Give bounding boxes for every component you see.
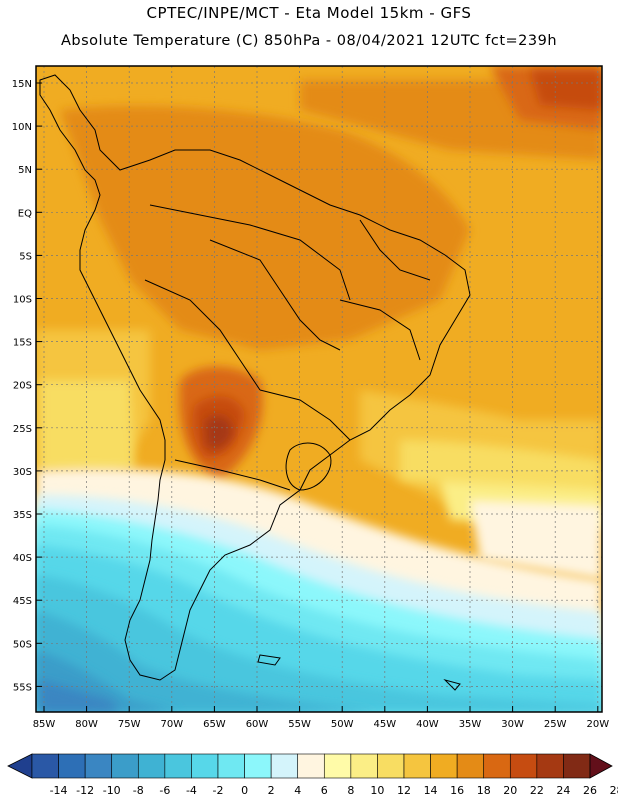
temperature-field <box>36 66 602 712</box>
colorbar-swatch <box>84 753 113 779</box>
colorbar-swatch <box>164 753 192 779</box>
colorbar-label: 0 <box>241 784 248 797</box>
colorbar-label: -4 <box>186 784 197 797</box>
colorbar <box>7 753 613 779</box>
lat-label: 20S <box>13 381 32 392</box>
colorbar-label: 18 <box>477 784 491 797</box>
colorbar-label: 22 <box>530 784 544 797</box>
lat-label: 10N <box>12 122 32 133</box>
colorbar-swatch <box>483 753 511 779</box>
colorbar-label: 16 <box>450 784 464 797</box>
colorbar-label: 14 <box>424 784 438 797</box>
colorbar-label: 2 <box>268 784 275 797</box>
colorbar-right-arrow <box>589 753 613 779</box>
colorbar-label: -14 <box>50 784 68 797</box>
colorbar-label: -10 <box>103 784 121 797</box>
lon-label: 85W <box>33 719 56 730</box>
lat-label: 45S <box>13 596 32 607</box>
colorbar-swatch <box>430 753 458 779</box>
colorbar-label: 8 <box>347 784 354 797</box>
lat-label: 15S <box>13 338 32 349</box>
colorbar-label: 12 <box>397 784 411 797</box>
colorbar-swatch <box>456 753 485 779</box>
longitude-labels: 85W 80W 75W 70W 65W 60W 55W 50W 45W 40W 35W 30W 25W 2… <box>33 706 609 730</box>
colorbar-swatch <box>270 753 299 779</box>
colorbar-labels: -14 -12 -10 -8 -6 -4 -2 0 2 4 6 8 10 12 14 16 18 20 22 24 26… <box>50 784 618 797</box>
lon-label: 50W <box>331 719 354 730</box>
colorbar-label: -2 <box>213 784 224 797</box>
colorbar-label: -12 <box>76 784 94 797</box>
lon-label: 55W <box>288 719 311 730</box>
lon-label: 40W <box>416 719 439 730</box>
colorbar-swatch <box>377 753 405 779</box>
lat-label: 30S <box>13 467 32 478</box>
lat-label: 15N <box>12 79 32 90</box>
colorbar-swatch <box>244 753 272 779</box>
colorbar-swatch <box>536 753 564 779</box>
lat-label: 55S <box>13 682 32 693</box>
lat-label: EQ <box>18 208 32 219</box>
header-title-line1: CPTEC/INPE/MCT - Eta Model 15km - GFS <box>146 4 472 22</box>
colorbar-swatch <box>323 753 352 779</box>
colorbar-swatch <box>297 753 325 779</box>
colorbar-label: 24 <box>556 784 570 797</box>
lat-label: 40S <box>13 553 32 564</box>
lon-label: 30W <box>501 719 524 730</box>
latitude-labels: 15N 10N 5N EQ 5S 10S 15S 20S 25S 30S 35S 40S 45S 50S 5… <box>12 79 42 693</box>
header-title-line2: Absolute Temperature (C) 850hPa - 08/04/… <box>60 33 558 49</box>
coastline <box>39 74 471 691</box>
colorbar-swatch <box>403 753 431 779</box>
colorbar-swatch <box>111 753 139 779</box>
colorbar-swatch <box>563 753 591 779</box>
lon-label: 75W <box>118 719 141 730</box>
lat-label: 10S <box>13 295 32 306</box>
lat-label: 5S <box>19 251 32 262</box>
lon-label: 60W <box>246 719 269 730</box>
lon-label: 65W <box>203 719 226 730</box>
lon-label: 35W <box>459 719 482 730</box>
lat-label: 25S <box>13 424 32 435</box>
colorbar-label: 10 <box>370 784 384 797</box>
lat-label: 50S <box>13 639 32 650</box>
colorbar-swatch <box>191 753 219 779</box>
lat-label: 5N <box>18 165 32 176</box>
colorbar-left-arrow <box>7 753 33 779</box>
plot-frame <box>35 65 603 713</box>
colorbar-swatch <box>350 753 378 779</box>
colorbar-label: 4 <box>294 784 301 797</box>
colorbar-label: 26 <box>583 784 597 797</box>
lon-label: 25W <box>544 719 567 730</box>
lon-label: 20W <box>586 719 609 730</box>
colorbar-swatch <box>137 753 166 779</box>
colorbar-label: 6 <box>321 784 328 797</box>
lon-label: 80W <box>75 719 98 730</box>
lon-label: 70W <box>160 719 183 730</box>
colorbar-label: 20 <box>503 784 517 797</box>
colorbar-swatch <box>509 753 538 779</box>
lon-label: 45W <box>373 719 396 730</box>
grid-lines <box>36 66 602 712</box>
colorbar-swatch <box>217 753 245 779</box>
colorbar-swatch <box>31 753 59 779</box>
colorbar-label: -6 <box>159 784 170 797</box>
colorbar-label: 28 <box>610 784 618 797</box>
colorbar-swatch <box>58 753 86 779</box>
lat-label: 35S <box>13 510 32 521</box>
colorbar-label: -8 <box>133 784 144 797</box>
